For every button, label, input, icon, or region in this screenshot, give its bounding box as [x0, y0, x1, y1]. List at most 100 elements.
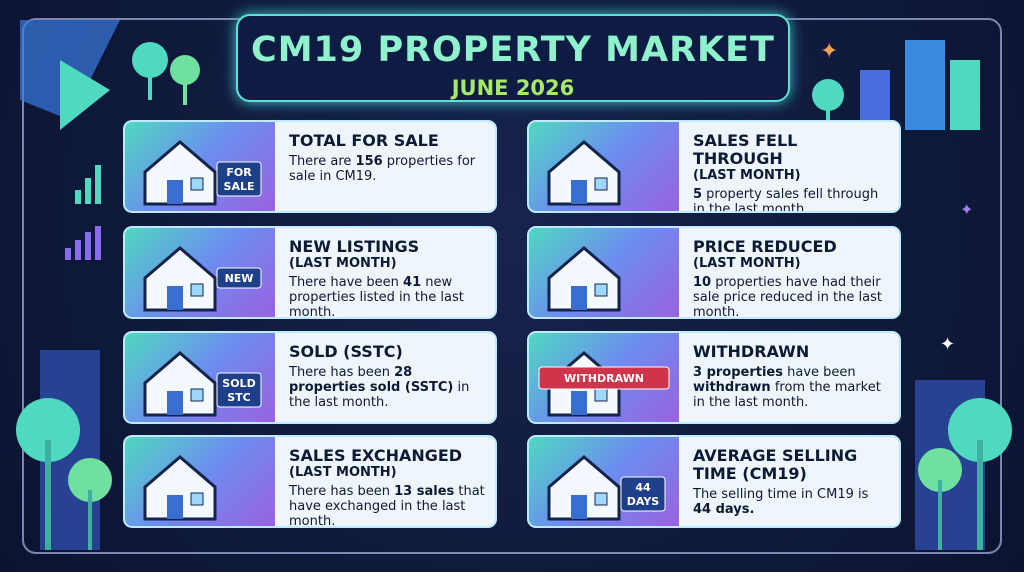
- icon-shape: [216, 372, 262, 408]
- icon-label: WITHDRAWN: [564, 372, 644, 385]
- text-part: from the market in the last month.: [693, 380, 881, 410]
- text-part: 28 properties sold (SSTC): [289, 365, 454, 395]
- icon-art: [547, 140, 621, 206]
- text-part: in the last month.: [289, 380, 470, 410]
- card-subtitle: (LAST MONTH): [289, 465, 397, 480]
- icon-shape: [167, 495, 183, 519]
- icon-shape: [190, 388, 204, 402]
- card-text: There has been 13 sales that have exchan…: [289, 484, 485, 528]
- card-title: WITHDRAWN: [693, 342, 810, 361]
- card-body: WITHDRAWN 3 properties have been withdraw…: [679, 333, 899, 422]
- text-part: have been: [782, 365, 856, 380]
- icon: [125, 437, 275, 526]
- icon-label: SALE: [224, 180, 255, 193]
- icon-shape: [620, 476, 666, 512]
- icon-shape: [216, 161, 262, 197]
- icon-shape: [571, 180, 587, 204]
- text-part: 13 sales: [394, 484, 455, 499]
- icon-shape: [571, 495, 587, 519]
- text-part: 3 properties: [693, 365, 783, 380]
- card-text: The selling time in CM19 is 44 days.: [693, 487, 889, 517]
- icon: SOLD STC: [125, 333, 275, 422]
- icon: WITHDRAWN: [529, 333, 679, 422]
- icon: NEW: [125, 228, 275, 317]
- card: WITHDRAWN WITHDRAWN 3 properties have been…: [527, 331, 901, 424]
- text-part: There have been: [289, 275, 404, 290]
- text-part: properties for sale in CM19.: [289, 154, 476, 184]
- icon-shape: [594, 177, 608, 191]
- text-part: There has been: [289, 484, 395, 499]
- card-text: 10 properties have had their sale price …: [693, 275, 889, 319]
- icon-shape: [190, 177, 204, 191]
- icon-label: DAYS: [627, 495, 660, 508]
- svg-text:✦: ✦: [820, 39, 838, 64]
- text-part: There are: [289, 154, 356, 169]
- icon-shape: [538, 366, 670, 390]
- text-part: 44 days.: [693, 502, 755, 517]
- icon-shape: [571, 286, 587, 310]
- icon: 44 DAYS: [529, 437, 679, 526]
- icon-shape: [594, 283, 608, 297]
- title-box: CM19 PROPERTY MARKET JUNE 2026: [236, 14, 790, 102]
- svg-text:✦: ✦: [960, 200, 973, 219]
- title: CM19 PROPERTY MARKET: [251, 30, 775, 70]
- text-part: The selling time in CM19 is: [693, 487, 869, 502]
- card-title: PRICE REDUCED: [693, 237, 837, 256]
- card-title: SOLD (SSTC): [289, 342, 403, 361]
- icon-shape: [594, 388, 608, 402]
- card-title: AVERAGE SELLING TIME (CM19): [693, 446, 858, 483]
- svg-text:✦: ✦: [940, 334, 955, 355]
- text-part: properties have had their sale price red…: [693, 275, 882, 319]
- card-subtitle: (LAST MONTH): [693, 168, 801, 183]
- card: SALES FELL THROUGH (LAST MONTH) 5 property…: [527, 120, 901, 213]
- card-body: NEW LISTINGS (LAST MONTH) There have been …: [275, 228, 495, 319]
- card-text: There has been 28 properties sold (SSTC)…: [289, 365, 485, 410]
- text-part: new properties listed in the last month.: [289, 275, 464, 319]
- card-body: SALES FELL THROUGH (LAST MONTH) 5 property…: [679, 122, 899, 212]
- card-text: 5 property sales fell through in the las…: [693, 187, 889, 211]
- icon-art: [143, 455, 217, 521]
- text-part: 41: [403, 275, 422, 290]
- icon-shape: [167, 286, 183, 310]
- icon-label: NEW: [225, 272, 254, 285]
- card-body: TOTAL FOR SALE There are 156 properties f…: [275, 122, 495, 211]
- card-text: 3 properties have been withdrawn from th…: [693, 365, 889, 410]
- card-subtitle: (LAST MONTH): [693, 256, 801, 271]
- text-part: withdrawn: [693, 380, 771, 395]
- icon-shape: [167, 180, 183, 204]
- icon-shape: [190, 283, 204, 297]
- text-part: that have exchanged in the last month.: [289, 484, 485, 528]
- text-part: 10: [693, 275, 712, 290]
- card: NEW NEW LISTINGS (LAST MONTH) There have be…: [123, 226, 497, 319]
- icon-art: [547, 246, 621, 312]
- text-part: 5: [693, 187, 703, 202]
- card-title: NEW LISTINGS: [289, 237, 420, 256]
- icon-shape: [594, 492, 608, 506]
- text-part: 156: [355, 154, 383, 169]
- card: 44 DAYS AVERAGE SELLING TIME (CM19) The sel…: [527, 435, 901, 528]
- card-body: PRICE REDUCED (LAST MONTH) 10 properties h…: [679, 228, 899, 319]
- card-body: SOLD (SSTC) There has been 28 properties …: [275, 333, 495, 422]
- icon: FOR SALE: [125, 122, 275, 211]
- icon: [529, 122, 679, 211]
- icon: [529, 228, 679, 317]
- card: SOLD STC SOLD (SSTC) There has been 28 prop…: [123, 331, 497, 424]
- icon-shape: [571, 391, 587, 415]
- icon-art: NEW: [143, 246, 262, 312]
- icon-shape: [190, 492, 204, 506]
- card-text: There are 156 properties for sale in CM1…: [289, 154, 485, 184]
- icon-art: WITHDRAWN: [538, 351, 670, 417]
- icon-shape: [216, 267, 262, 289]
- subtitle: JUNE 2026: [451, 76, 575, 100]
- text-part: There has been: [289, 365, 395, 380]
- card: FOR SALE TOTAL FOR SALE There are 156 prope…: [123, 120, 497, 213]
- card-title: SALES FELL THROUGH: [693, 131, 798, 168]
- card-subtitle: (LAST MONTH): [289, 256, 397, 271]
- card-body: SALES EXCHANGED (LAST MONTH) There has bee…: [275, 437, 495, 528]
- card-title: SALES EXCHANGED: [289, 446, 463, 465]
